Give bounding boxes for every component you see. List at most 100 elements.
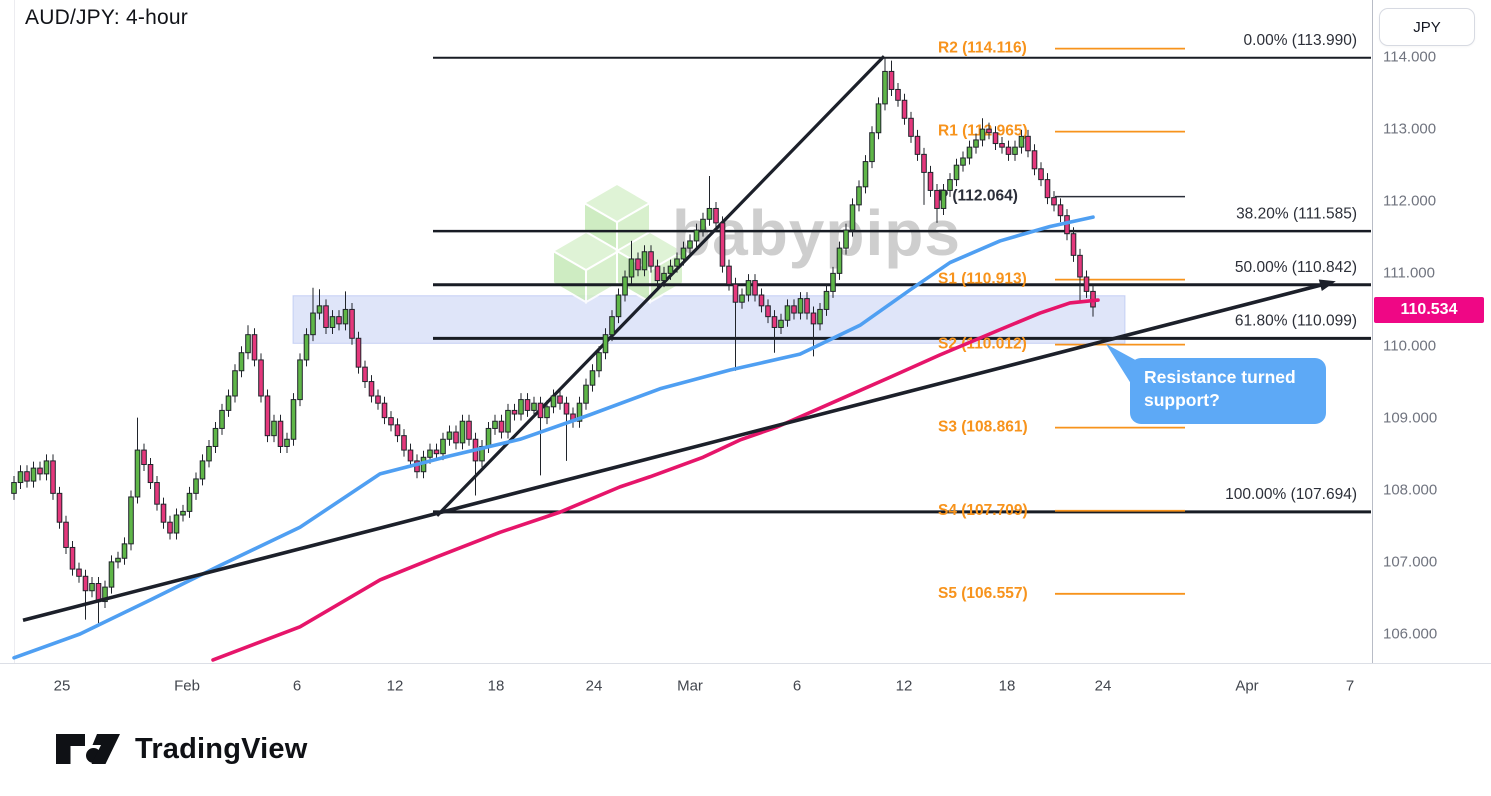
candle bbox=[323, 299, 329, 334]
candle bbox=[667, 259, 674, 280]
candle bbox=[297, 353, 303, 407]
candle bbox=[472, 432, 479, 496]
time-axis-tick: 18 bbox=[998, 677, 1016, 695]
fib-level-label: 100.00% (107.694) bbox=[1225, 486, 1357, 503]
candle bbox=[160, 497, 167, 529]
candle bbox=[765, 299, 771, 324]
candle bbox=[30, 461, 37, 488]
candle bbox=[362, 360, 368, 389]
time-axis-tick: 12 bbox=[895, 677, 913, 695]
candle bbox=[134, 417, 141, 504]
price-axis[interactable]: JPY 110.534 114.000 113.000 112.000 111.000… bbox=[1373, 0, 1491, 663]
candle bbox=[115, 551, 121, 569]
candle bbox=[141, 443, 147, 471]
candle bbox=[908, 111, 914, 143]
candle bbox=[953, 158, 960, 187]
candle bbox=[563, 396, 570, 461]
candle bbox=[771, 310, 778, 353]
price-axis-tick: 114.000 bbox=[1383, 48, 1437, 66]
candle bbox=[518, 393, 524, 421]
candle bbox=[973, 133, 979, 154]
candle bbox=[76, 562, 82, 583]
currency-chip[interactable]: JPY bbox=[1379, 8, 1475, 46]
time-axis[interactable]: 25 Feb 6 12 18 24 Mar 6 12 18 24 Apr 7 bbox=[0, 663, 1491, 709]
candle bbox=[830, 266, 836, 298]
steep-rally-trendline[interactable] bbox=[435, 55, 886, 517]
candle bbox=[271, 414, 277, 443]
price-axis-tick: 108.000 bbox=[1383, 481, 1438, 499]
candle bbox=[622, 270, 628, 302]
candle bbox=[882, 57, 888, 111]
candle bbox=[1044, 173, 1051, 205]
pivot-level-label: S5 (106.557) bbox=[938, 585, 1028, 602]
callout-text-line1: Resistance turned bbox=[1144, 367, 1296, 387]
candle bbox=[440, 432, 446, 461]
candle bbox=[102, 580, 108, 609]
candle bbox=[843, 223, 849, 255]
candle bbox=[674, 252, 680, 273]
candle bbox=[108, 555, 115, 594]
candle bbox=[778, 313, 784, 334]
time-axis-tick: 6 bbox=[792, 677, 802, 695]
candle bbox=[934, 183, 940, 223]
candle bbox=[862, 155, 869, 194]
candle bbox=[1025, 129, 1031, 158]
pivot-level-label: S4 (107.709) bbox=[938, 502, 1028, 519]
candle bbox=[992, 126, 999, 151]
candle bbox=[56, 486, 63, 529]
price-axis-tick: 106.000 bbox=[1383, 625, 1438, 643]
slow-ma-pink[interactable] bbox=[211, 298, 1100, 662]
candle bbox=[375, 389, 381, 410]
candle bbox=[654, 259, 661, 288]
candle bbox=[245, 325, 251, 360]
candle bbox=[706, 176, 713, 226]
candle bbox=[89, 577, 95, 598]
chart-plot-area[interactable]: babypips R2 (114.116) R1 (112.965) P (112.0… bbox=[0, 0, 1373, 663]
price-axis-tick: 110.000 bbox=[1383, 337, 1437, 354]
candle bbox=[544, 400, 550, 425]
candle bbox=[602, 328, 609, 360]
candle bbox=[381, 396, 388, 425]
tradingview-logo-text: TradingView bbox=[135, 732, 308, 765]
candle bbox=[576, 396, 583, 428]
candle bbox=[303, 328, 310, 367]
pivot-level-label: S3 (108.861) bbox=[938, 419, 1028, 436]
rising-support-trendline[interactable] bbox=[22, 281, 1331, 623]
candle bbox=[453, 425, 459, 450]
candle bbox=[290, 393, 297, 446]
time-axis-tick: Feb bbox=[174, 677, 200, 695]
candle bbox=[446, 425, 453, 446]
bottom-bar: TradingView bbox=[0, 708, 1491, 796]
candle bbox=[505, 403, 511, 439]
callout-annotation[interactable]: Resistance turned support? bbox=[1106, 344, 1326, 424]
candle bbox=[1012, 140, 1018, 161]
candle bbox=[1077, 248, 1083, 303]
candle bbox=[37, 461, 43, 481]
candle bbox=[823, 284, 830, 316]
candle bbox=[355, 331, 362, 374]
candle bbox=[193, 472, 199, 500]
candle bbox=[1057, 198, 1064, 223]
candle bbox=[50, 454, 56, 500]
candle bbox=[927, 165, 934, 197]
candle bbox=[154, 476, 160, 511]
candle bbox=[349, 302, 355, 345]
candle bbox=[856, 180, 862, 212]
time-axis-tick: Apr bbox=[1235, 677, 1259, 695]
candle bbox=[433, 443, 440, 461]
candle bbox=[492, 414, 498, 435]
candle bbox=[758, 288, 765, 313]
tradingview-logo[interactable]: TradingView bbox=[55, 730, 308, 768]
candle bbox=[641, 245, 648, 277]
candle bbox=[498, 414, 505, 439]
tradingview-logo-icon bbox=[56, 734, 120, 764]
candle bbox=[739, 288, 745, 309]
candle bbox=[186, 486, 193, 518]
candle bbox=[531, 396, 537, 417]
candle bbox=[316, 289, 323, 320]
trendline-arrowhead bbox=[1318, 279, 1336, 292]
fib-level-label: 0.00% (113.990) bbox=[1244, 32, 1357, 49]
candle bbox=[557, 389, 563, 410]
candle bbox=[329, 310, 336, 334]
